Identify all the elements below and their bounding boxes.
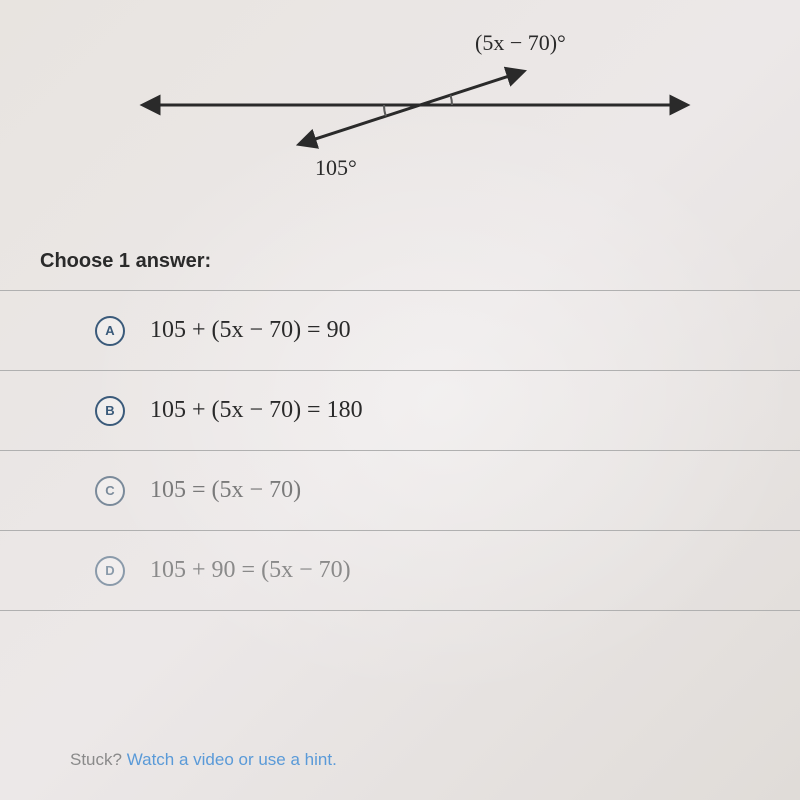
choice-text-b: 105 + (5x − 70) = 180 bbox=[150, 397, 363, 424]
choice-text-c: 105 = (5x − 70) bbox=[150, 477, 301, 504]
angle-diagram: (5x − 70)° 105° bbox=[0, 0, 800, 230]
choice-letter-icon-c: C bbox=[95, 476, 125, 506]
hint-prefix: Stuck? bbox=[70, 750, 127, 769]
choice-letter-icon-b: B bbox=[95, 396, 125, 426]
answer-choices: A 105 + (5x − 70) = 90 B 105 + (5x − 70) = … bbox=[0, 290, 800, 611]
choice-b[interactable]: B 105 + (5x − 70) = 180 bbox=[0, 370, 800, 450]
choice-text-a: 105 + (5x − 70) = 90 bbox=[150, 317, 351, 344]
choice-letter-icon-a: A bbox=[95, 316, 125, 346]
choice-c[interactable]: C 105 = (5x − 70) bbox=[0, 450, 800, 530]
choice-d[interactable]: D 105 + 90 = (5x − 70) bbox=[0, 530, 800, 611]
prompt-text: Choose 1 answer: bbox=[40, 250, 211, 273]
svg-text:105°: 105° bbox=[315, 155, 357, 180]
hint-link[interactable]: Watch a video or use a hint. bbox=[127, 750, 337, 769]
svg-text:(5x − 70)°: (5x − 70)° bbox=[475, 30, 566, 55]
choice-a[interactable]: A 105 + (5x − 70) = 90 bbox=[0, 290, 800, 370]
hint-line: Stuck? Watch a video or use a hint. bbox=[70, 750, 337, 770]
choice-letter-icon-d: D bbox=[95, 556, 125, 586]
choice-text-d: 105 + 90 = (5x − 70) bbox=[150, 557, 351, 584]
